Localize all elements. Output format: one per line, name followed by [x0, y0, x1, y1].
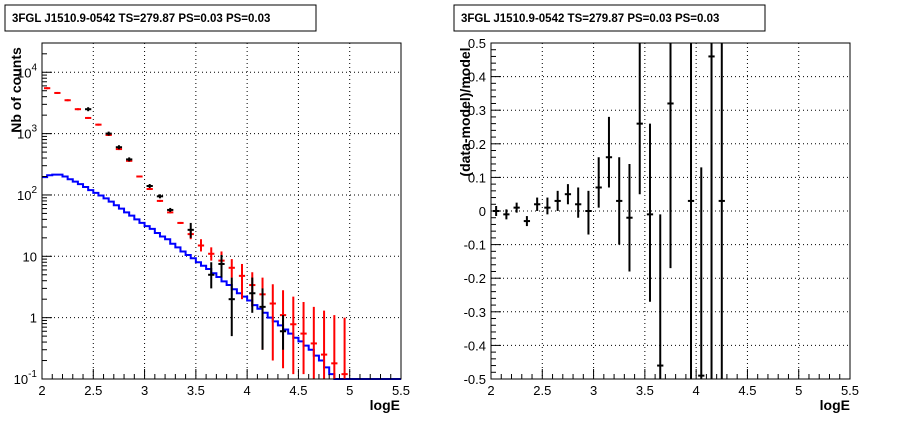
counts-x-tick-label: 4 — [244, 383, 251, 398]
residual-title-box: 3FGL J1510.9-0542 TS=279.87 PS=0.03 PS=0… — [453, 4, 766, 32]
residual-x-tick-label: 3.5 — [636, 383, 654, 398]
residual-y-tick-label: 0.1 — [468, 170, 486, 185]
counts-x-tick-label: 2.5 — [84, 383, 102, 398]
counts-frame — [41, 42, 402, 380]
counts-y-tick-label: 1 — [30, 311, 37, 326]
counts-x-tick-label: 5.5 — [392, 383, 410, 398]
counts-x-tick-label: 5 — [346, 383, 353, 398]
residual-y-tick-label: -0.2 — [464, 271, 486, 286]
residual-axes: 2 2.5 3 3.5 4 4.5 5 5.5 -0.5 -0.4 -0.3 -0.2 -0.1 0 0.1… — [464, 36, 859, 398]
residual-x-tick-label: 3 — [590, 383, 597, 398]
counts-title-box: 3FGL J1510.9-0542 TS=279.87 PS=0.03 PS=0… — [4, 4, 317, 32]
residual-x-tick-label: 2 — [487, 383, 494, 398]
residual-y-tick-label: 0.2 — [468, 137, 486, 152]
residual-y-tick-label: -0.1 — [464, 238, 486, 253]
residual-x-tick-label: 4 — [693, 383, 700, 398]
residual-y-tick-label: 0.5 — [468, 36, 486, 51]
counts-y-tick-label: 10-1 — [14, 369, 38, 387]
residual-x-tick-label: 5.5 — [841, 383, 859, 398]
counts-plot-area — [42, 87, 401, 380]
counts-title: 3FGL J1510.9-0542 TS=279.87 PS=0.03 PS=0… — [12, 13, 270, 25]
residual-x-tick-label: 5 — [795, 383, 802, 398]
counts-x-axis-title: logE — [370, 397, 400, 413]
counts-y-tick-label: 10 — [23, 249, 37, 264]
residual-y-tick-label: 0.3 — [468, 103, 486, 118]
residual-x-tick-label: 4.5 — [738, 383, 756, 398]
residual-y-axis-title: (data-model)/model — [457, 47, 473, 176]
counts-x-tick-label: 4.5 — [289, 383, 307, 398]
residual-y-tick-label: -0.3 — [464, 305, 486, 320]
residual-grid — [491, 43, 850, 379]
counts-x-tick-label: 3.5 — [187, 383, 205, 398]
residual-y-tick-label: 0 — [479, 204, 486, 219]
counts-grid — [42, 43, 401, 379]
residual-title: 3FGL J1510.9-0542 TS=279.87 PS=0.03 PS=0… — [461, 13, 719, 25]
residual-y-tick-label: -0.4 — [464, 338, 486, 353]
residual-panel: 2 2.5 3 3.5 4 4.5 5 5.5 -0.5 -0.4 -0.3 -0.2 -0.1 0 0.1… — [453, 4, 859, 413]
residual-y-tick-label: 0.4 — [468, 70, 486, 85]
residual-x-tick-label: 2.5 — [533, 383, 551, 398]
counts-y-axis-title: Nb of counts — [8, 47, 24, 133]
residual-plot-area — [493, 43, 725, 379]
residual-x-axis-title: logE — [820, 397, 850, 413]
counts-x-tick-label: 3 — [141, 383, 148, 398]
counts-y-tick-label: 102 — [17, 185, 37, 203]
counts-x-tick-label: 2 — [38, 383, 45, 398]
residual-y-tick-label: -0.5 — [464, 372, 486, 387]
